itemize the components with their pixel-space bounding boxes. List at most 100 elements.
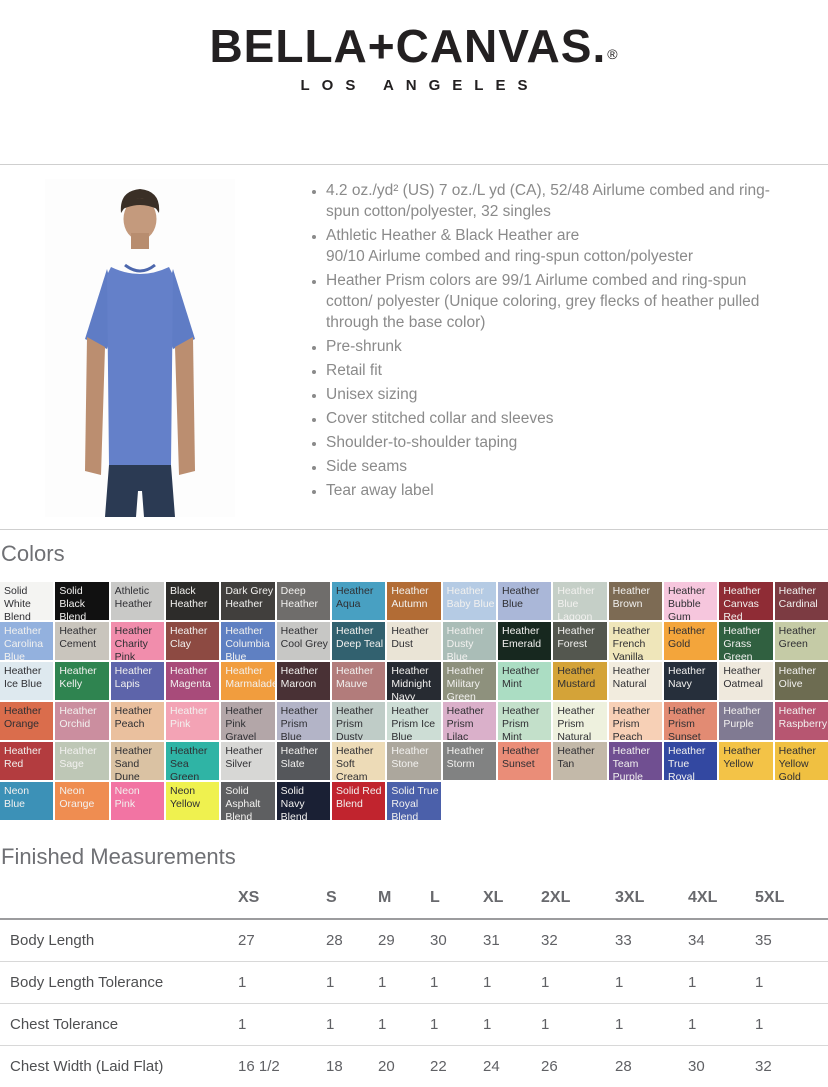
measurement-value-cell: 1 bbox=[238, 962, 326, 1004]
size-header-cell: 5XL bbox=[755, 880, 828, 919]
color-swatch: Heather Columbia Blue bbox=[221, 622, 274, 660]
measurement-value-cell: 18 bbox=[326, 1046, 378, 1087]
color-swatch: Heather Purple bbox=[719, 702, 772, 740]
color-swatch: Heather Kelly bbox=[55, 662, 108, 700]
color-swatch: Heather Mustard bbox=[553, 662, 606, 700]
color-swatch: Heather Slate bbox=[277, 742, 330, 780]
color-swatch: Heather Prism Ice Blue bbox=[387, 702, 440, 740]
measurement-value-cell: 1 bbox=[541, 962, 615, 1004]
color-swatch: Solid Navy Blend bbox=[277, 782, 330, 820]
brand-logo-subtitle: LOS ANGELES bbox=[0, 77, 828, 94]
spec-bullet: Cover stitched collar and sleeves bbox=[326, 408, 775, 429]
color-swatch: Heather Prism Peach bbox=[609, 702, 662, 740]
color-swatch: Heather Pink bbox=[166, 702, 219, 740]
measurement-value-cell: 32 bbox=[541, 919, 615, 962]
size-header-cell: 4XL bbox=[688, 880, 755, 919]
color-swatch: Athletic Heather bbox=[111, 582, 164, 620]
measurement-value-cell: 1 bbox=[483, 1004, 541, 1046]
measurements-heading: Finished Measurements bbox=[1, 844, 828, 870]
spec-bullet: Unisex sizing bbox=[326, 384, 775, 405]
model-in-tshirt-illustration bbox=[45, 179, 235, 517]
color-swatch: Heather Deep Teal bbox=[332, 622, 385, 660]
color-swatch: Heather True Royal bbox=[664, 742, 717, 780]
measurement-value-cell: 28 bbox=[326, 919, 378, 962]
color-swatch: Heather Natural bbox=[609, 662, 662, 700]
measurement-row-label: Chest Tolerance bbox=[0, 1004, 238, 1046]
color-swatch: Heather Soft Cream bbox=[332, 742, 385, 780]
color-swatch: Heather Emerald bbox=[498, 622, 551, 660]
color-swatch: Heather Prism Natural bbox=[553, 702, 606, 740]
measurement-value-cell: 1 bbox=[755, 1004, 828, 1046]
size-header-cell: XS bbox=[238, 880, 326, 919]
size-header-cell: M bbox=[378, 880, 430, 919]
spec-bullet: Heather Prism colors are 99/1 Airlume co… bbox=[326, 270, 775, 333]
color-swatch: Solid True Royal Blend bbox=[387, 782, 440, 820]
color-swatch: Heather Yellow Gold bbox=[775, 742, 828, 780]
color-swatch: Heather Cardinal bbox=[775, 582, 828, 620]
measurement-value-cell: 1 bbox=[541, 1004, 615, 1046]
colors-heading: Colors bbox=[1, 541, 828, 567]
measurement-value-cell: 1 bbox=[688, 962, 755, 1004]
measurement-value-cell: 1 bbox=[326, 1004, 378, 1046]
color-swatch: Heather Oatmeal bbox=[719, 662, 772, 700]
color-swatch: Neon Orange bbox=[55, 782, 108, 820]
color-swatch: Heather Brown bbox=[609, 582, 662, 620]
brand-logo-text: BELLA+CANVAS. bbox=[209, 20, 606, 72]
size-header-empty-cell bbox=[0, 880, 238, 919]
color-swatch: Heather Navy bbox=[664, 662, 717, 700]
measurement-row-label: Chest Width (Laid Flat) bbox=[0, 1046, 238, 1087]
color-swatch: Neon Pink bbox=[111, 782, 164, 820]
color-swatch: Heather Stone bbox=[387, 742, 440, 780]
color-swatch: Heather Yellow bbox=[719, 742, 772, 780]
color-swatch: Heather Clay bbox=[166, 622, 219, 660]
color-swatch: Heather Orange bbox=[0, 702, 53, 740]
measurement-value-cell: 31 bbox=[483, 919, 541, 962]
color-swatch: Heather Marmalade bbox=[221, 662, 274, 700]
color-swatch: Heather Green bbox=[775, 622, 828, 660]
color-swatch: Solid Asphalt Blend bbox=[221, 782, 274, 820]
spec-bullet: Pre-shrunk bbox=[326, 336, 775, 357]
color-swatch: Heather Grass Green bbox=[719, 622, 772, 660]
color-swatch: Heather Ice Blue bbox=[0, 662, 53, 700]
color-swatch: Heather Gold bbox=[664, 622, 717, 660]
color-swatch: Heather Canvas Red bbox=[719, 582, 772, 620]
product-overview-section: 4.2 oz./yd² (US) 7 oz./L yd (CA), 52/48 … bbox=[0, 165, 828, 530]
spec-bullet: Shoulder-to-shoulder taping bbox=[326, 432, 775, 453]
brand-logo: BELLA+CANVAS.® bbox=[0, 22, 828, 70]
color-swatch: Heather Maroon bbox=[277, 662, 330, 700]
color-swatch: Deep Heather bbox=[277, 582, 330, 620]
color-swatch: Heather Peach bbox=[111, 702, 164, 740]
color-swatch: Heather Sage bbox=[55, 742, 108, 780]
color-swatch: Heather Team Purple bbox=[609, 742, 662, 780]
measurement-value-cell: 29 bbox=[378, 919, 430, 962]
color-swatch: Heather Sand Dune bbox=[111, 742, 164, 780]
registered-trademark-symbol: ® bbox=[607, 46, 618, 62]
color-swatch: Heather Red bbox=[0, 742, 53, 780]
color-swatch: Heather Pink Gravel bbox=[221, 702, 274, 740]
measurement-value-cell: 35 bbox=[755, 919, 828, 962]
spec-bullet: Athletic Heather & Black Heather are 90/… bbox=[326, 225, 775, 267]
measurement-value-cell: 1 bbox=[430, 962, 483, 1004]
color-swatch: Black Heather bbox=[166, 582, 219, 620]
measurement-value-cell: 1 bbox=[615, 962, 688, 1004]
product-spec-bullets: 4.2 oz./yd² (US) 7 oz./L yd (CA), 52/48 … bbox=[307, 179, 775, 529]
color-swatch: Heather Storm bbox=[443, 742, 496, 780]
color-swatch: Heather Tan bbox=[553, 742, 606, 780]
color-swatch: Heather Sea Green bbox=[166, 742, 219, 780]
measurement-value-cell: 34 bbox=[688, 919, 755, 962]
spec-bullet-list: 4.2 oz./yd² (US) 7 oz./L yd (CA), 52/48 … bbox=[307, 180, 775, 501]
spec-bullet: Retail fit bbox=[326, 360, 775, 381]
color-swatch: Heather Charity Pink bbox=[111, 622, 164, 660]
size-header-cell: 2XL bbox=[541, 880, 615, 919]
spec-bullet: Tear away label bbox=[326, 480, 775, 501]
measurement-value-cell: 20 bbox=[378, 1046, 430, 1087]
